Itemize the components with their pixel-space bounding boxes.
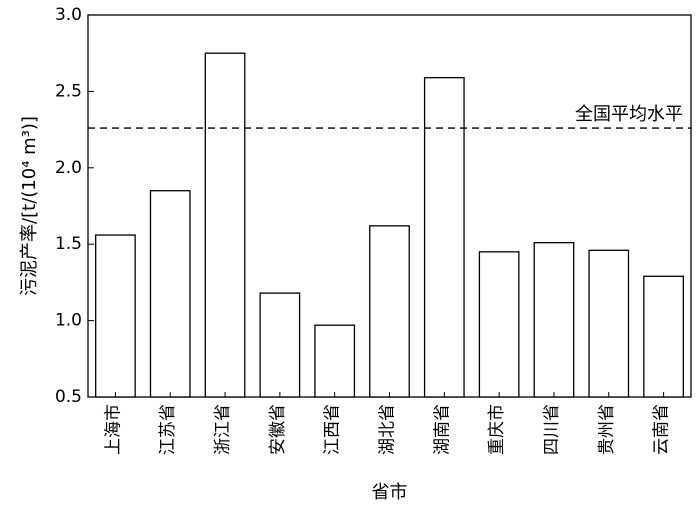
y-tick-label: 2.0 [55,158,82,178]
bar-9 [533,242,575,398]
x-tick-label: 重庆市 [487,404,507,455]
x-tick-label: 江西省 [323,404,343,455]
x-tick-label: 安徽省 [268,404,288,455]
y-tick-label: 2.5 [55,81,82,101]
x-tick-label: 湖北省 [378,404,398,455]
bar-10 [588,249,630,398]
x-tick-label: 浙江省 [213,404,233,455]
x-tick-label: 上海市 [103,404,123,455]
bar-6 [369,225,410,398]
reference-line-label: 全国平均水平 [575,104,683,125]
x-tick-label: 云南省 [652,404,672,455]
bar-1 [95,234,136,398]
bar-11 [643,275,684,398]
bar-8 [478,251,520,398]
bar-7 [423,76,465,398]
x-tick-label: 贵州省 [597,404,617,455]
bar-3 [204,52,246,398]
y-tick-label: 1.0 [55,311,82,331]
y-axis-label: 污泥产率/[t/(10⁴ m³)] [19,116,40,296]
bar-5 [314,324,356,398]
bars-group [95,52,684,398]
x-ticks-group: 上海市 江苏省 浙江省 安徽省 江西省 湖北省 湖南省 重庆市 四川省 贵州省 云南省 [103,392,672,455]
y-ticks-group: 0.5 1.0 1.5 2.0 2.5 3.0 [55,5,94,407]
y-tick-label: 1.5 [55,234,82,254]
x-tick-label: 江苏省 [158,404,178,455]
x-axis-label: 省市 [372,482,408,503]
y-tick-label: 0.5 [55,387,82,407]
y-tick-label: 3.0 [55,5,82,25]
bar-2 [149,190,191,398]
x-tick-label: 湖南省 [432,404,452,455]
bar-4 [259,292,301,398]
x-tick-label: 四川省 [542,404,562,455]
